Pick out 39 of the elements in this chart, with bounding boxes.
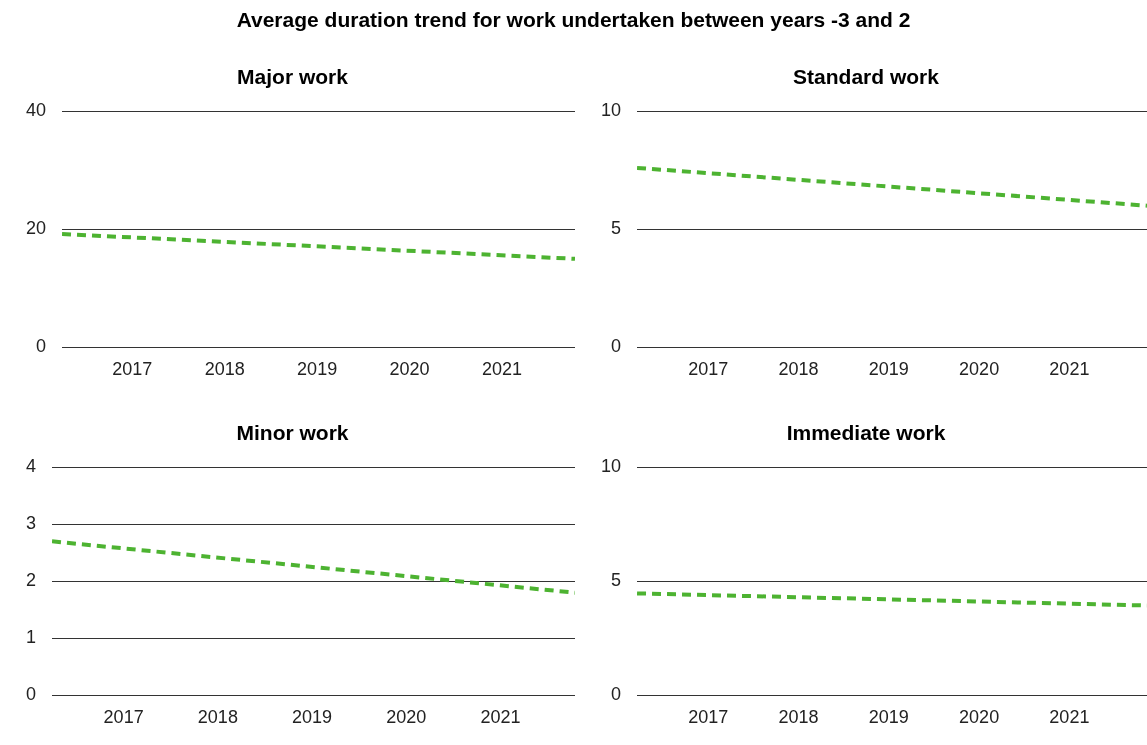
x-tick-label: 2017: [112, 359, 153, 380]
chart-title: Minor work: [236, 421, 349, 445]
y-tick-label: 10: [600, 456, 622, 477]
y-tick-label: 0: [36, 336, 47, 357]
x-tick-label: 2019: [292, 707, 333, 728]
x-tick-label: 2020: [959, 707, 1000, 728]
chart-title: Major work: [237, 65, 349, 89]
y-tick-label: 0: [611, 336, 622, 357]
y-tick-label: 2: [26, 570, 37, 591]
x-tick-label: 2021: [481, 359, 522, 380]
y-tick-label: 20: [25, 218, 47, 239]
x-tick-label: 2019: [868, 707, 909, 728]
x-tick-label: 2017: [103, 707, 144, 728]
y-tick-label: 10: [600, 100, 622, 121]
x-tick-label: 2018: [778, 359, 819, 380]
x-tick-label: 2018: [197, 707, 238, 728]
x-tick-label: 2021: [1049, 359, 1090, 380]
y-tick-label: 4: [26, 456, 37, 477]
text: Average duration trend for work undertaken between years -3 and 2: [235, 8, 912, 32]
y-tick-label: 40: [25, 100, 47, 121]
chart-title: Standard work: [793, 65, 940, 89]
chart-title: Immediate work: [786, 421, 946, 445]
x-tick-label: 2017: [688, 707, 729, 728]
y-tick-label: 0: [26, 684, 37, 705]
x-tick-label: 2017: [688, 359, 729, 380]
x-tick-label: 2020: [959, 359, 1000, 380]
y-tick-label: 5: [611, 570, 622, 591]
y-tick-label: 1: [26, 627, 37, 648]
x-tick-label: 2019: [297, 359, 338, 380]
y-tick-label: 0: [611, 684, 622, 705]
x-tick-label: 2021: [480, 707, 521, 728]
x-tick-label: 2018: [204, 359, 245, 380]
x-tick-label: 2019: [868, 359, 909, 380]
y-tick-label: 3: [26, 513, 37, 534]
x-tick-label: 2020: [389, 359, 430, 380]
y-tick-label: 5: [611, 218, 622, 239]
x-tick-label: 2021: [1049, 707, 1090, 728]
x-tick-label: 2020: [386, 707, 427, 728]
x-tick-label: 2018: [778, 707, 819, 728]
